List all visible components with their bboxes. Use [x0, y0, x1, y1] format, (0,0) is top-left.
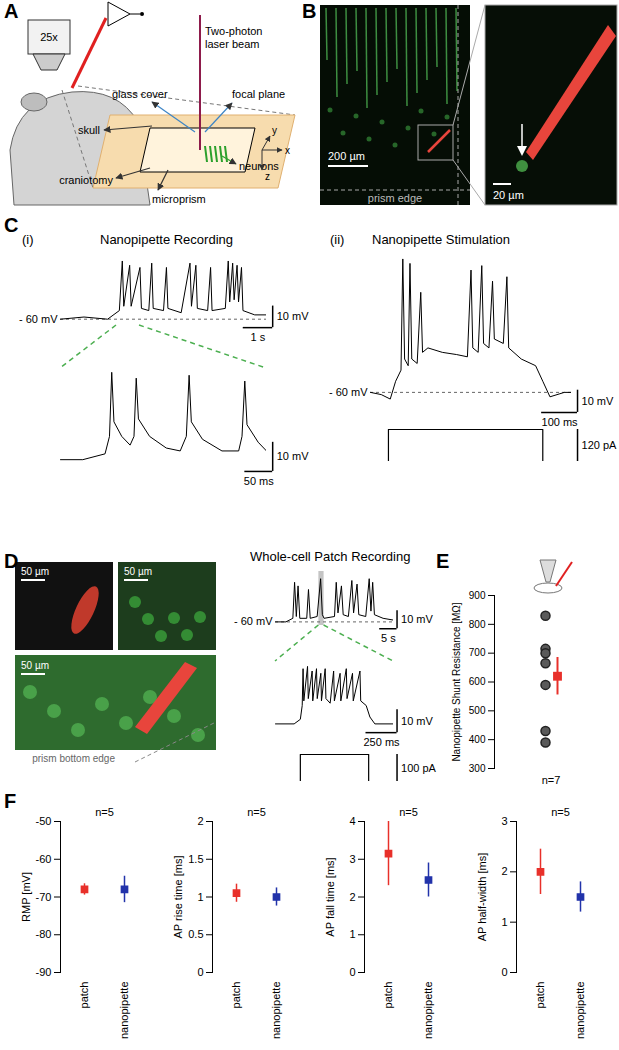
- svg-text:patch: patch: [78, 982, 90, 1009]
- svg-text:1: 1: [501, 916, 507, 928]
- svg-text:50 µm: 50 µm: [21, 660, 49, 671]
- svg-text:2: 2: [197, 815, 203, 827]
- svg-text:120 pA: 120 pA: [582, 439, 618, 451]
- svg-text:50 µm: 50 µm: [124, 566, 152, 577]
- svg-text:1: 1: [349, 928, 355, 940]
- svg-text:z: z: [265, 171, 270, 182]
- svg-text:laser beam: laser beam: [205, 38, 259, 50]
- svg-text:n=5: n=5: [95, 806, 114, 818]
- svg-text:- 60 mV: - 60 mV: [234, 615, 273, 627]
- svg-text:nanopipette: nanopipette: [270, 982, 282, 1040]
- svg-text:nanopipette: nanopipette: [118, 982, 130, 1040]
- svg-text:700: 700: [469, 647, 486, 658]
- svg-text:x: x: [285, 145, 290, 156]
- svg-text:50 µm: 50 µm: [21, 566, 49, 577]
- svg-text:0: 0: [501, 966, 507, 978]
- svg-text:nanopipette: nanopipette: [422, 982, 434, 1040]
- svg-text:0.5: 0.5: [188, 928, 203, 940]
- svg-text:1.5: 1.5: [188, 853, 203, 865]
- svg-text:10 mV: 10 mV: [401, 613, 433, 625]
- svg-text:RMP [mV]: RMP [mV]: [20, 872, 32, 922]
- svg-text:300: 300: [469, 763, 486, 774]
- svg-text:200 µm: 200 µm: [328, 150, 365, 162]
- svg-text:100 ms: 100 ms: [542, 416, 579, 428]
- svg-text:-90: -90: [36, 966, 52, 978]
- svg-text:prism bottom edge: prism bottom edge: [32, 753, 115, 764]
- svg-text:Nanopipette Recording: Nanopipette Recording: [100, 232, 233, 247]
- svg-text:10 mV: 10 mV: [277, 450, 309, 462]
- svg-text:10 mV: 10 mV: [277, 310, 309, 322]
- svg-text:10 mV: 10 mV: [401, 715, 433, 727]
- svg-text:900: 900: [469, 590, 486, 601]
- svg-text:-50: -50: [36, 815, 52, 827]
- svg-text:2: 2: [501, 865, 507, 877]
- svg-text:focal plane: focal plane: [232, 88, 285, 100]
- svg-text:prism edge: prism edge: [368, 192, 422, 204]
- svg-text:microprism: microprism: [152, 193, 206, 205]
- svg-text:(i): (i): [22, 232, 34, 247]
- svg-text:n=5: n=5: [247, 806, 266, 818]
- svg-text:100 pA: 100 pA: [401, 762, 437, 774]
- svg-text:skull: skull: [78, 124, 100, 136]
- svg-text:n=7: n=7: [542, 774, 561, 786]
- svg-text:nanopipette: nanopipette: [574, 982, 586, 1040]
- svg-text:50 ms: 50 ms: [244, 475, 274, 487]
- svg-text:neurons: neurons: [239, 160, 279, 172]
- svg-text:- 60 mV: - 60 mV: [19, 313, 58, 325]
- svg-text:patch: patch: [230, 982, 242, 1009]
- svg-text:25x: 25x: [40, 31, 58, 43]
- svg-text:AP rise time [ms]: AP rise time [ms]: [172, 856, 184, 939]
- svg-text:1: 1: [197, 891, 203, 903]
- svg-text:B: B: [302, 0, 316, 22]
- svg-text:A: A: [4, 0, 18, 22]
- svg-text:Two-photon: Two-photon: [205, 25, 262, 37]
- svg-text:AP half-width [ms]: AP half-width [ms]: [476, 853, 488, 941]
- svg-text:y: y: [272, 125, 277, 136]
- svg-text:patch: patch: [534, 982, 546, 1009]
- svg-text:Nanopipette Shunt Resistance [: Nanopipette Shunt Resistance [MΩ]: [451, 602, 462, 761]
- svg-text:AP fall time [ms]: AP fall time [ms]: [324, 857, 336, 936]
- svg-text:- 60 mV: - 60 mV: [329, 386, 368, 398]
- svg-text:20 µm: 20 µm: [493, 189, 524, 201]
- svg-text:Whole-cell Patch Recording: Whole-cell Patch Recording: [250, 549, 410, 564]
- svg-text:glass cover: glass cover: [112, 88, 168, 100]
- svg-text:800: 800: [469, 619, 486, 630]
- svg-text:-70: -70: [36, 891, 52, 903]
- svg-text:2: 2: [349, 891, 355, 903]
- svg-text:n=5: n=5: [551, 806, 570, 818]
- svg-text:250 ms: 250 ms: [363, 736, 400, 748]
- svg-text:500: 500: [469, 705, 486, 716]
- svg-text:0: 0: [349, 966, 355, 978]
- svg-text:400: 400: [469, 734, 486, 745]
- svg-text:5 s: 5 s: [381, 632, 396, 644]
- svg-text:F: F: [4, 790, 16, 812]
- svg-text:Nanopipette Stimulation: Nanopipette Stimulation: [372, 232, 510, 247]
- svg-text:(ii): (ii): [330, 232, 344, 247]
- svg-text:10 mV: 10 mV: [582, 395, 614, 407]
- svg-text:n=5: n=5: [399, 806, 418, 818]
- svg-text:patch: patch: [382, 982, 394, 1009]
- svg-text:C: C: [4, 214, 18, 236]
- svg-text:-80: -80: [36, 928, 52, 940]
- svg-text:0: 0: [197, 966, 203, 978]
- svg-text:3: 3: [501, 815, 507, 827]
- svg-text:D: D: [4, 550, 18, 572]
- svg-text:1 s: 1 s: [251, 331, 266, 343]
- svg-text:-60: -60: [36, 853, 52, 865]
- svg-text:3: 3: [349, 853, 355, 865]
- svg-text:craniotomy: craniotomy: [59, 174, 113, 186]
- svg-text:4: 4: [349, 815, 355, 827]
- svg-text:600: 600: [469, 676, 486, 687]
- svg-text:E: E: [436, 550, 449, 572]
